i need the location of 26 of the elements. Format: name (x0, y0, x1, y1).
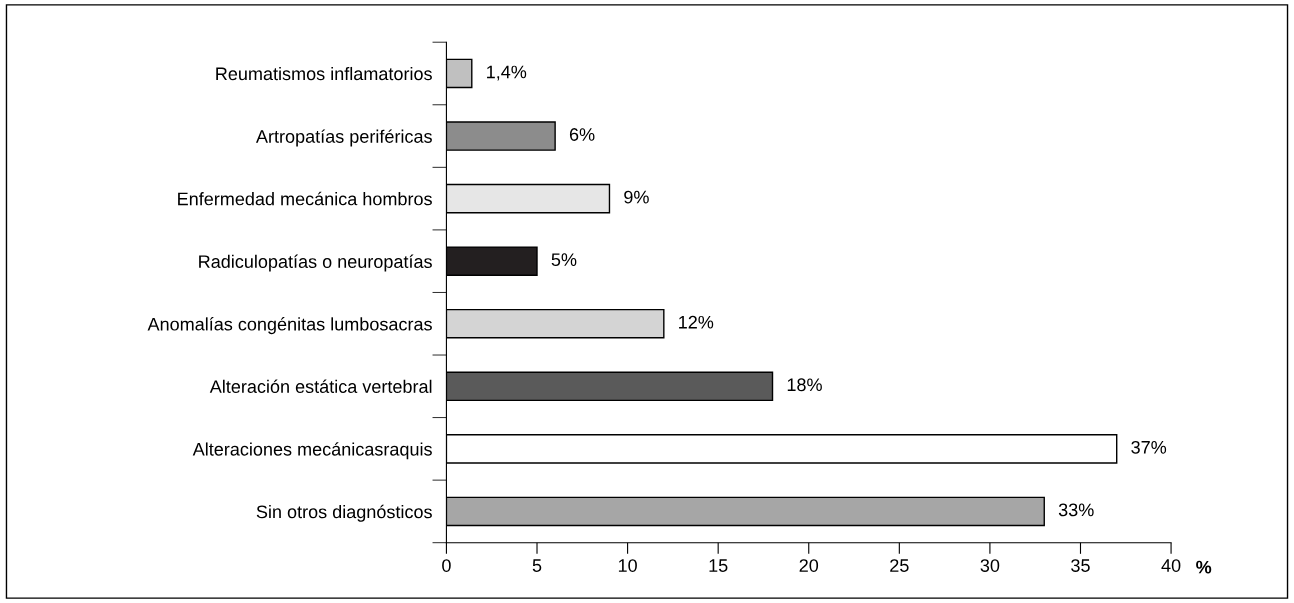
y-tick-label: Sin otros diagnósticos (256, 504, 432, 522)
x-tick-label: 15 (709, 559, 728, 572)
data-label: 33% (1058, 503, 1094, 517)
y-tick-label: Anomalías congénitas lumbosacras (147, 317, 432, 335)
x-tick-label: 40 (1161, 559, 1181, 572)
data-label: 9% (624, 190, 649, 204)
x-tick-label: 0 (442, 559, 451, 572)
data-label: 6% (569, 128, 595, 141)
y-tick-label: Alteraciones mecánicasraquis (192, 442, 432, 460)
data-label: 5% (551, 253, 577, 267)
x-tick-label: 20 (799, 559, 819, 572)
x-tick-label: 30 (980, 559, 1000, 572)
x-tick-label: 10 (618, 559, 637, 572)
data-label: 1,4% (487, 65, 527, 81)
y-tick-label: Alteración estática vertebral (209, 379, 432, 394)
y-tick-label: Radiculopatías o neuropatías (199, 254, 432, 272)
data-label: 18% (787, 378, 822, 392)
y-tick-label: Artropatías periféricas (255, 129, 432, 147)
x-tick-label: 25 (890, 559, 909, 572)
x-tick-label: 35 (1071, 559, 1090, 572)
data-label: 37% (1131, 440, 1167, 454)
y-tick-label: Reumatismos inflamatorios (216, 66, 432, 81)
y-tick-label: Enfermedad mecánica hombros (178, 191, 432, 206)
data-label: 12% (679, 315, 714, 329)
x-axis-title: % (1196, 560, 1212, 574)
x-tick-label: 5 (532, 559, 542, 572)
